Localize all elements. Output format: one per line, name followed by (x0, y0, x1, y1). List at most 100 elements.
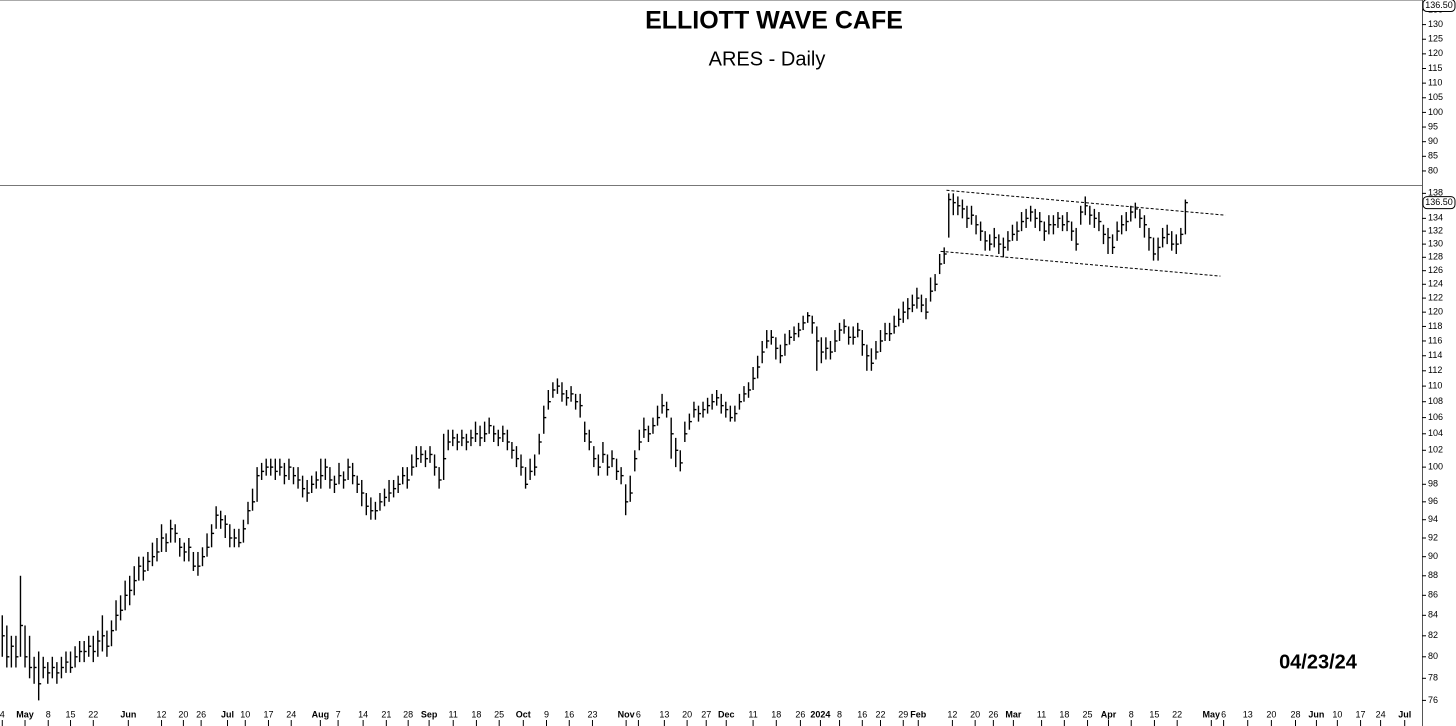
x-tick-label: 24 (286, 709, 296, 719)
x-tick-label: 26 (988, 709, 998, 719)
x-tick-label: Mar (1005, 709, 1022, 719)
x-tick-label: 6 (636, 709, 641, 719)
x-tick-label: Apr (1101, 709, 1117, 719)
x-tick-label: 17 (263, 709, 273, 719)
y-tick-label: 98 (1428, 479, 1438, 489)
x-tick-label: 20 (970, 709, 980, 719)
x-tick-label: Dec (718, 709, 735, 719)
y-tick-label: 88 (1428, 570, 1438, 580)
x-tick-label: 15 (1149, 709, 1159, 719)
chart-subtitle: ARES - Daily (709, 48, 826, 70)
y-tick-label: 102 (1428, 445, 1443, 455)
y-tick-label: 82 (1428, 630, 1438, 640)
x-tick-label: Oct (516, 709, 531, 719)
x-tick-label: 12 (947, 709, 957, 719)
y-tick-label: 115 (1428, 63, 1442, 73)
x-tick-label: 20 (1266, 709, 1276, 719)
y-tick-label: 106 (1428, 412, 1443, 422)
x-tick-label: 26 (795, 709, 805, 719)
last-price-label: 136.50 (1425, 0, 1453, 10)
x-tick-label: 16 (857, 709, 867, 719)
x-tick-label: 28 (403, 709, 413, 719)
x-tick-label: 20 (682, 709, 692, 719)
x-tick-label: 25 (1083, 709, 1093, 719)
x-tick-label: Jul (1398, 709, 1411, 719)
x-tick-label: 6 (1221, 709, 1226, 719)
y-tick-label: 100 (1428, 461, 1443, 471)
x-tick-label: Aug (312, 709, 330, 719)
x-tick-label: 22 (875, 709, 885, 719)
trendline (946, 189, 1226, 216)
y-tick-label: 104 (1428, 428, 1443, 438)
last-price-tag (1422, 0, 1456, 13)
y-tick-label: 95 (1428, 121, 1438, 131)
y-tick-label: 86 (1428, 590, 1438, 600)
x-tick-label: 13 (1243, 709, 1253, 719)
date-label: 04/23/24 (1279, 651, 1358, 673)
y-tick-label: 85 (1428, 151, 1438, 161)
trendline (940, 250, 1221, 277)
x-tick-label: 7 (336, 709, 341, 719)
x-tick-label: Nov (618, 709, 635, 719)
last-price-label: 136.50 (1425, 197, 1453, 207)
x-tick-label: 4 (0, 709, 5, 719)
x-tick-label: Jun (120, 709, 136, 719)
x-tick-label: 2024 (810, 709, 830, 719)
x-tick-label: 11 (748, 709, 757, 719)
x-tick-label: 13 (659, 709, 669, 719)
x-tick-label: 27 (701, 709, 711, 719)
y-tick-label: 130 (1428, 238, 1443, 248)
y-tick-label: 80 (1428, 165, 1438, 175)
y-tick-label: 110 (1428, 380, 1442, 390)
x-tick-label: 18 (771, 709, 781, 719)
x-tick-label: 9 (544, 709, 549, 719)
y-tick-label: 138 (1428, 188, 1443, 198)
x-tick-label: 26 (196, 709, 206, 719)
x-tick-label: Sep (421, 709, 438, 719)
y-tick-label: 124 (1428, 279, 1443, 289)
y-tick-label: 126 (1428, 265, 1443, 275)
x-tick-label: 10 (1332, 709, 1342, 719)
x-tick-label: May (16, 709, 34, 719)
y-tick-label: 122 (1428, 292, 1443, 302)
y-tick-label: 134 (1428, 213, 1443, 223)
y-tick-label: 128 (1428, 252, 1443, 262)
x-tick-label: 23 (587, 709, 597, 719)
x-tick-label: 18 (1059, 709, 1069, 719)
x-tick-label: 28 (1290, 709, 1300, 719)
y-tick-label: 130 (1428, 19, 1443, 29)
x-tick-label: 14 (358, 709, 368, 719)
x-tick-label: 22 (88, 709, 98, 719)
y-tick-label: 80 (1428, 651, 1438, 661)
x-tick-label: 18 (471, 709, 481, 719)
y-tick-label: 100 (1428, 107, 1443, 117)
y-tick-label: 118 (1428, 321, 1442, 331)
y-tick-label: 90 (1428, 136, 1438, 146)
x-tick-label: 21 (381, 709, 391, 719)
x-tick-label: 8 (1129, 709, 1134, 719)
x-tick-label: 12 (157, 709, 167, 719)
x-tick-label: 10 (240, 709, 250, 719)
last-price-tag (1422, 196, 1456, 210)
y-tick-label: 112 (1428, 365, 1442, 375)
y-tick-label: 132 (1428, 226, 1443, 236)
x-tick-label: Jun (1308, 709, 1324, 719)
x-tick-label: 11 (1037, 709, 1046, 719)
x-tick-label: 20 (178, 709, 188, 719)
y-tick-label: 96 (1428, 496, 1438, 506)
x-tick-label: 8 (46, 709, 51, 719)
y-tick-label: 120 (1428, 48, 1443, 58)
chart-title: ELLIOTT WAVE CAFE (645, 7, 903, 35)
y-tick-label: 92 (1428, 532, 1438, 542)
y-tick-label: 78 (1428, 673, 1438, 683)
x-tick-label: 29 (898, 709, 908, 719)
y-tick-label: 84 (1428, 610, 1438, 620)
y-tick-label: 116 (1428, 335, 1442, 345)
x-tick-label: 24 (1376, 709, 1386, 719)
x-tick-label: 8 (837, 709, 842, 719)
x-tick-label: 11 (449, 709, 458, 719)
y-tick-label: 108 (1428, 396, 1443, 406)
